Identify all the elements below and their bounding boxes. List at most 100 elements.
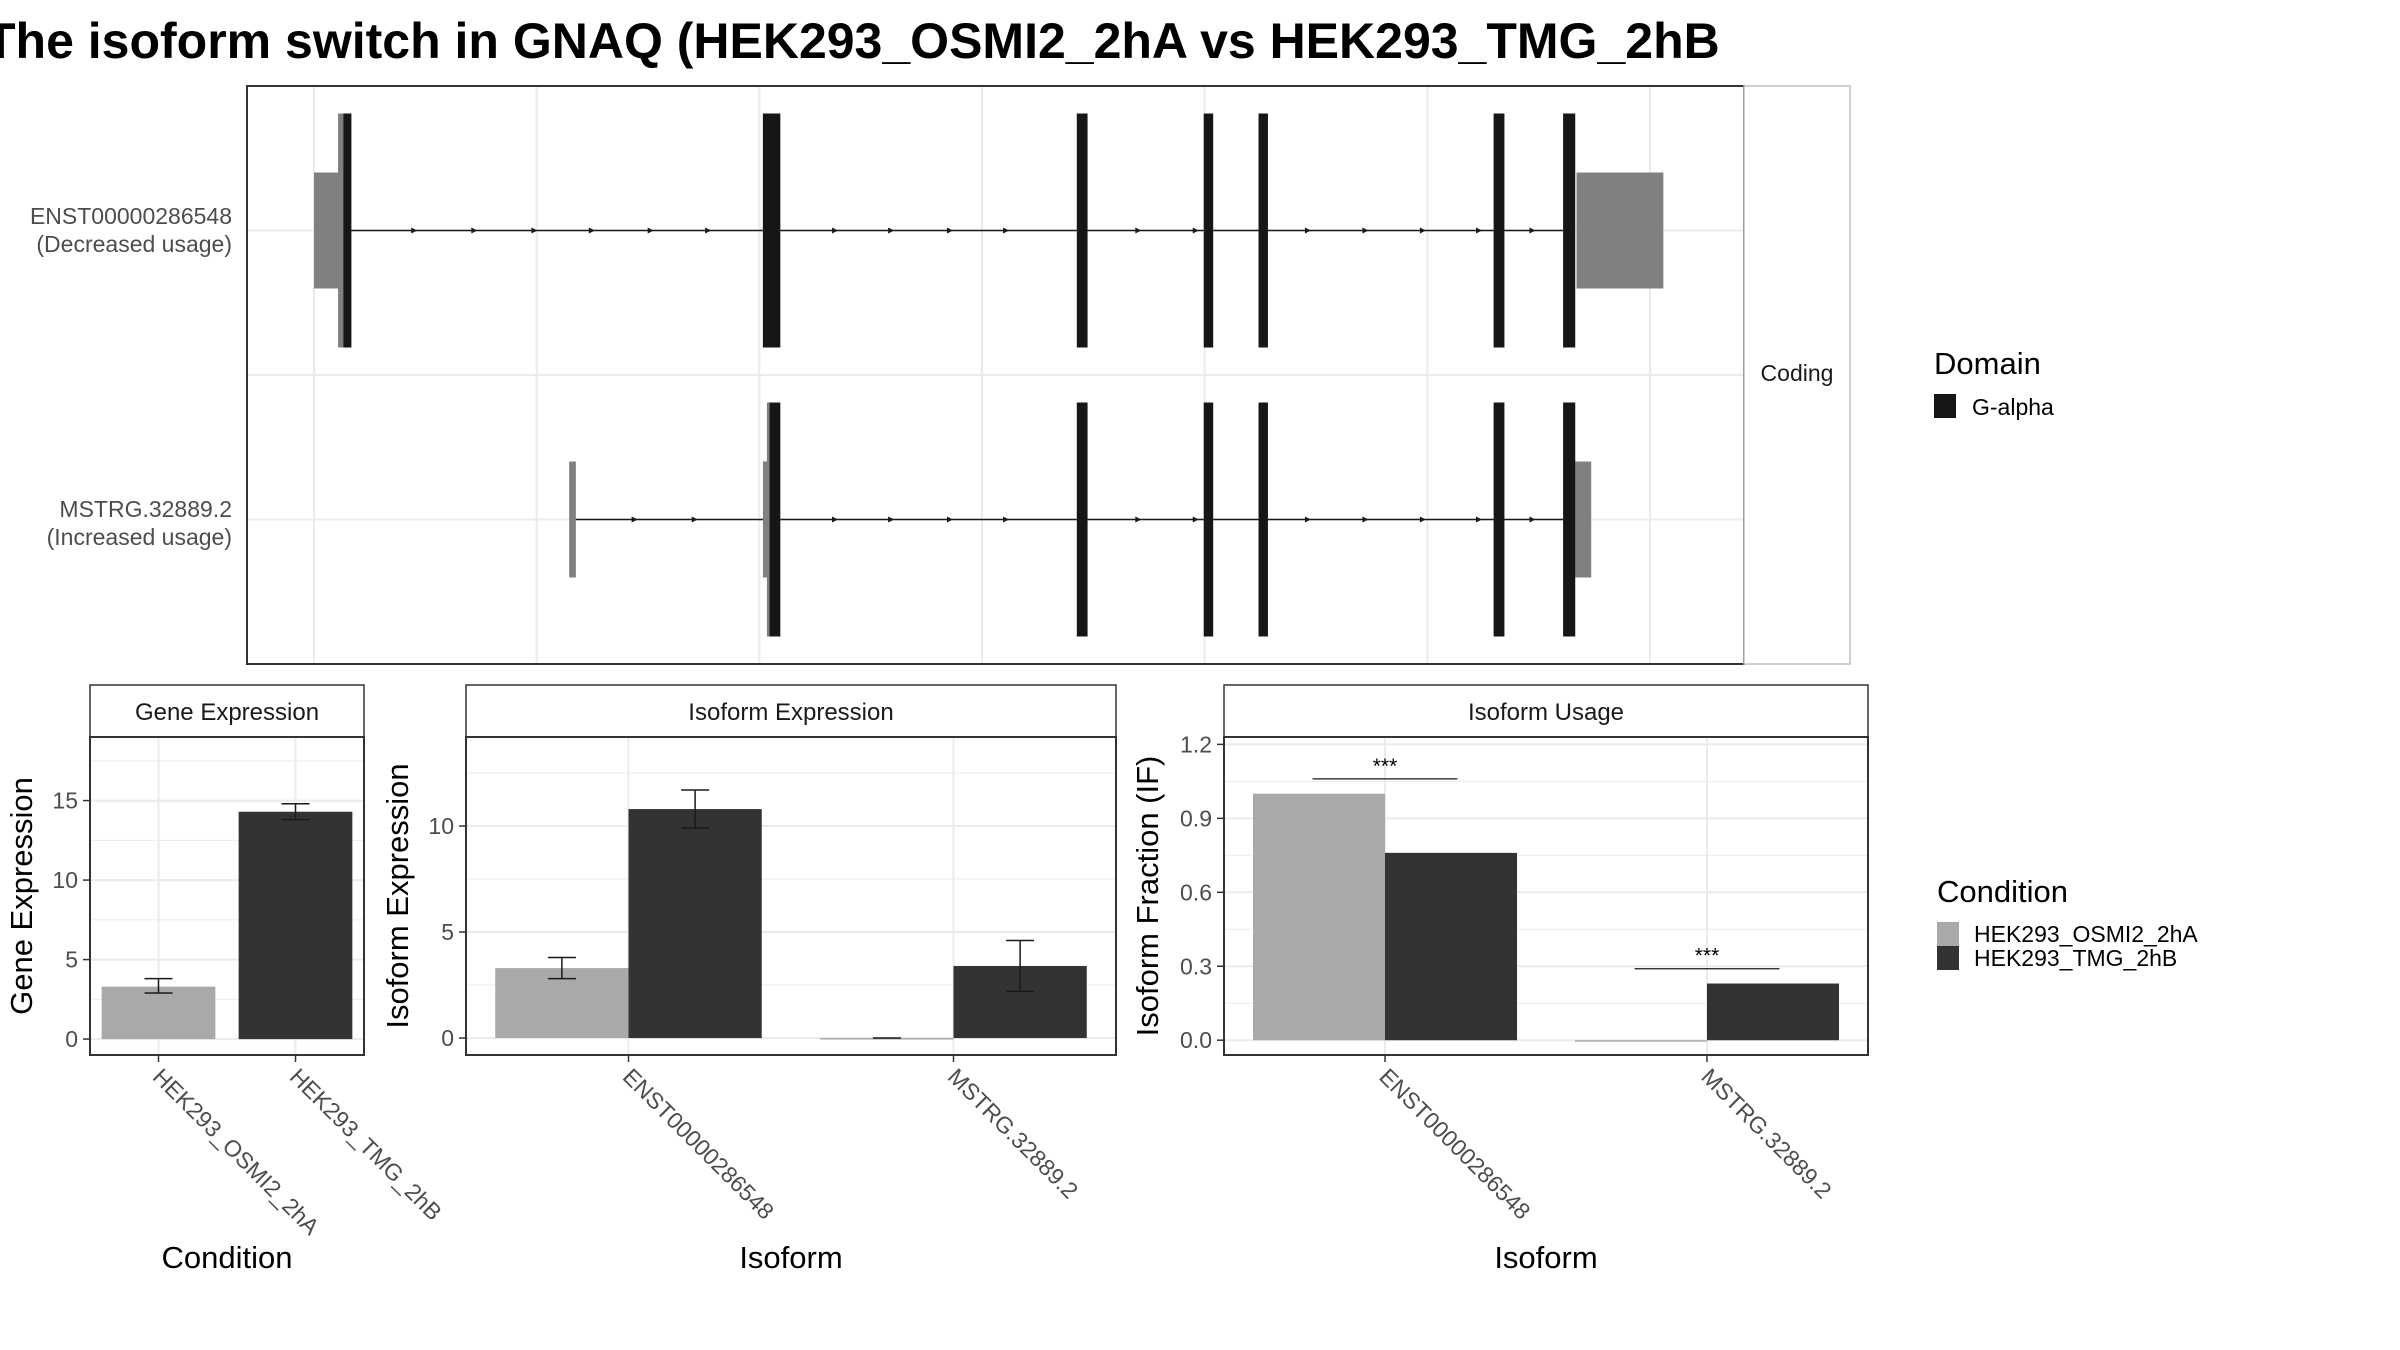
g-alpha-domain-exon [1203,113,1214,348]
transcript-row-1 [314,113,1664,348]
gene-expression-strip-label: Gene Expression [135,699,319,726]
intron-direction-arrow [691,516,698,523]
isoform-expression-x-tick-label: ENST00000286548 [618,1063,779,1224]
isoform-usage-strip-label: Isoform Usage [1468,699,1624,726]
isoform-expression-y-tick-label: 0 [441,1025,454,1051]
g-alpha-domain-exon [1203,402,1214,637]
intron-direction-arrow [832,227,839,234]
isoform-expression-plot-area: 0 5 10 ENST00000286548 MSTRG.32889.2 [428,737,1116,1224]
isoform-usage-panel: Isoform Usage 0.0 0.3 0.6 0.9 1.2 *** *** ENST0… [1130,684,1869,1275]
transcript-2-usage-label: (Increased usage) [47,524,232,550]
gene-expression-y-tick-label: 15 [52,788,78,814]
intron-direction-arrow [832,516,839,523]
condition-legend-key-osmi2 [1937,922,1959,946]
intron-direction-arrow [1475,516,1482,523]
isoform-expression-panel: Isoform Expression 0 5 10 ENST00000286548 MS… [380,684,1117,1275]
isoform-usage-bar [1707,983,1840,1041]
transcript-row-2 [569,402,1592,637]
intron-direction-arrow [946,227,953,234]
intron-direction-arrow [1475,227,1482,234]
intron-direction-arrow [888,516,895,523]
intron-direction-arrow [1304,516,1311,523]
g-alpha-domain-exon [1563,402,1576,637]
utr-exon [762,461,770,578]
structure-panel: Coding ENST00000286548 (Decreased usage)… [30,85,1851,665]
domain-legend-title: Domain [1934,346,2041,381]
condition-legend-key-tmg [1937,946,1959,970]
isoform-usage-y-tick-label: 0.0 [1180,1027,1212,1053]
intron-direction-arrow [705,227,712,234]
gene-expression-y-tick-label: 0 [65,1026,78,1052]
isoform-usage-significance-label: *** [1695,945,1720,968]
transcript-2-id-label: MSTRG.32889.2 [59,496,232,522]
isoform-expression-y-axis-title: Isoform Expression [380,763,415,1028]
intron-direction-arrow [1003,516,1010,523]
g-alpha-domain-exon [1076,113,1088,348]
intron-direction-arrow [411,227,418,234]
isoform-usage-y-tick-label: 0.9 [1180,805,1212,831]
gene-expression-x-axis-title: Condition [162,1240,293,1275]
isoform-usage-bar [1574,1040,1707,1042]
g-alpha-domain-exon [1563,113,1576,348]
intron-direction-arrow [1192,227,1199,234]
g-alpha-domain-exon [1076,402,1088,637]
intron-direction-arrow [1419,227,1426,234]
domain-legend-key-g-alpha [1934,394,1956,418]
isoform-expression-y-tick-label: 5 [441,919,454,945]
isoform-usage-y-tick-label: 1.2 [1180,731,1212,757]
intron-direction-arrow [1135,516,1142,523]
gene-expression-bar [101,986,216,1040]
intron-direction-arrow [1304,227,1311,234]
condition-legend-label-tmg: HEK293_TMG_2hB [1974,945,2177,971]
g-alpha-domain-exon [343,113,352,348]
intron-direction-arrow [1003,227,1010,234]
isoform-usage-y-axis-title: Isoform Fraction (IF) [1130,756,1165,1037]
isoform-usage-x-tick-label: ENST00000286548 [1374,1063,1535,1224]
isoform-usage-y-tick-label: 0.3 [1180,953,1212,979]
isoform-usage-bar [1385,852,1518,1041]
intron-direction-arrow [888,227,895,234]
transcript-1-id-label: ENST00000286548 [30,203,232,229]
structure-strip [1743,85,1851,665]
intron-direction-arrow [531,227,538,234]
intron-direction-arrow [1529,227,1536,234]
isoform-expression-bar [628,809,762,1039]
isoform-expression-bar [495,968,629,1039]
isoform-usage-y-tick-label: 0.6 [1180,879,1212,905]
intron-direction-arrow [588,227,595,234]
intron-direction-arrow [946,516,953,523]
isoform-usage-plot-area: 0.0 0.3 0.6 0.9 1.2 *** *** ENST00000286548 MSTR… [1180,731,1868,1224]
structure-rows [314,113,1664,637]
intron-direction-arrow [1529,516,1536,523]
structure-strip-label: Coding [1761,360,1834,386]
isoform-expression-y-tick-label: 10 [428,813,454,839]
g-alpha-domain-exon [1258,113,1268,348]
isoform-usage-x-tick-label: MSTRG.32889.2 [1696,1063,1836,1203]
gene-expression-y-tick-label: 5 [65,947,78,973]
intron-direction-arrow [1135,227,1142,234]
g-alpha-domain-exon [1493,113,1505,348]
gene-expression-y-axis-title: Gene Expression [4,777,39,1015]
isoform-usage-significance-label: *** [1373,755,1398,778]
intron-direction-arrow [471,227,478,234]
condition-legend-title: Condition [1937,874,2068,909]
gene-expression-strip [89,684,365,738]
transcript-1-usage-label: (Decreased usage) [36,231,232,257]
isoform-usage-frame [1223,736,1869,1056]
intron-direction-arrow [1419,516,1426,523]
isoform-expression-strip-label: Isoform Expression [688,699,893,726]
intron-direction-arrow [1362,516,1369,523]
figure-title: The isoform switch in GNAQ (HEK293_OSMI2… [0,13,1720,69]
gene-expression-y-tick-label: 10 [52,867,78,893]
gene-expression-frame [89,736,365,1056]
condition-legend: Condition HEK293_OSMI2_2hA HEK293_TMG_2h… [1937,874,2198,971]
utr-exon [569,461,576,578]
intron-direction-arrow [1362,227,1369,234]
isoform-usage-x-axis-title: Isoform [1494,1240,1597,1275]
gene-expression-x-tick-label: HEK293_TMG_2hB [285,1063,447,1225]
condition-legend-label-osmi2: HEK293_OSMI2_2hA [1974,921,2198,947]
intron-direction-arrow [1192,516,1199,523]
isoform-usage-bar [1252,793,1385,1041]
g-alpha-domain-exon [769,402,781,637]
